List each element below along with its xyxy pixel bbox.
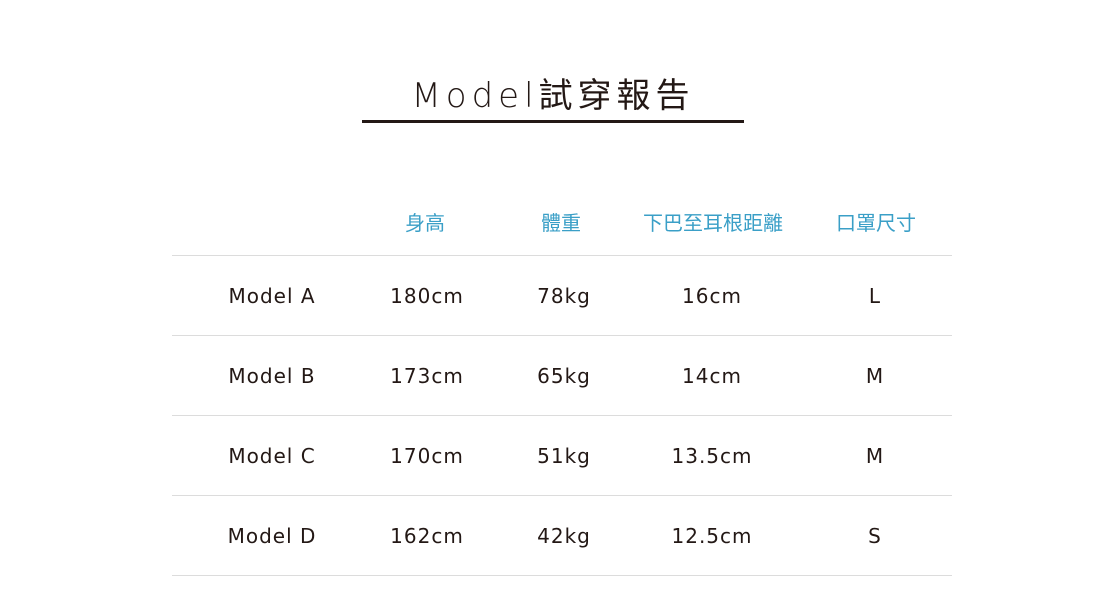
page-title: Model試穿報告 [411,76,695,116]
column-header: 口罩尺寸 [836,211,916,235]
table-cell: 170cm [390,443,464,468]
table-cell: M [865,443,885,468]
title-underline [362,120,744,123]
table-row: Model A 180cm 78kg 16cm L [172,255,952,335]
table-cell: S [868,523,882,548]
table-cell: 180cm [390,283,464,308]
table-cell: L [868,283,882,308]
table-row: Model D 162cm 42kg 12.5cm S [172,495,952,576]
column-header: 下巴至耳根距離 [643,211,783,235]
column-header: 體重 [541,211,581,235]
table-cell: 12.5cm [671,523,753,548]
fit-report-table: Model A 180cm 78kg 16cm L Model B 173cm 65kg 14c… [172,255,952,576]
table-cell: M [865,363,885,388]
table-cell: 42kg [537,523,591,548]
table-row: Model B 173cm 65kg 14cm M [172,335,952,415]
table-cell: 78kg [537,283,591,308]
table-cell: 162cm [390,523,464,548]
model-name-cell: Model A [228,283,316,308]
model-name-cell: Model D [227,523,317,548]
table-cell: 16cm [682,283,742,308]
table-row: Model C 170cm 51kg 13.5cm M [172,415,952,495]
table-cell: 65kg [537,363,591,388]
column-header: 身高 [405,211,445,235]
table-cell: 14cm [682,363,742,388]
table-cell: 51kg [537,443,591,468]
table-cell: 13.5cm [671,443,753,468]
model-name-cell: Model B [228,363,316,388]
model-name-cell: Model C [228,443,316,468]
table-cell: 173cm [390,363,464,388]
